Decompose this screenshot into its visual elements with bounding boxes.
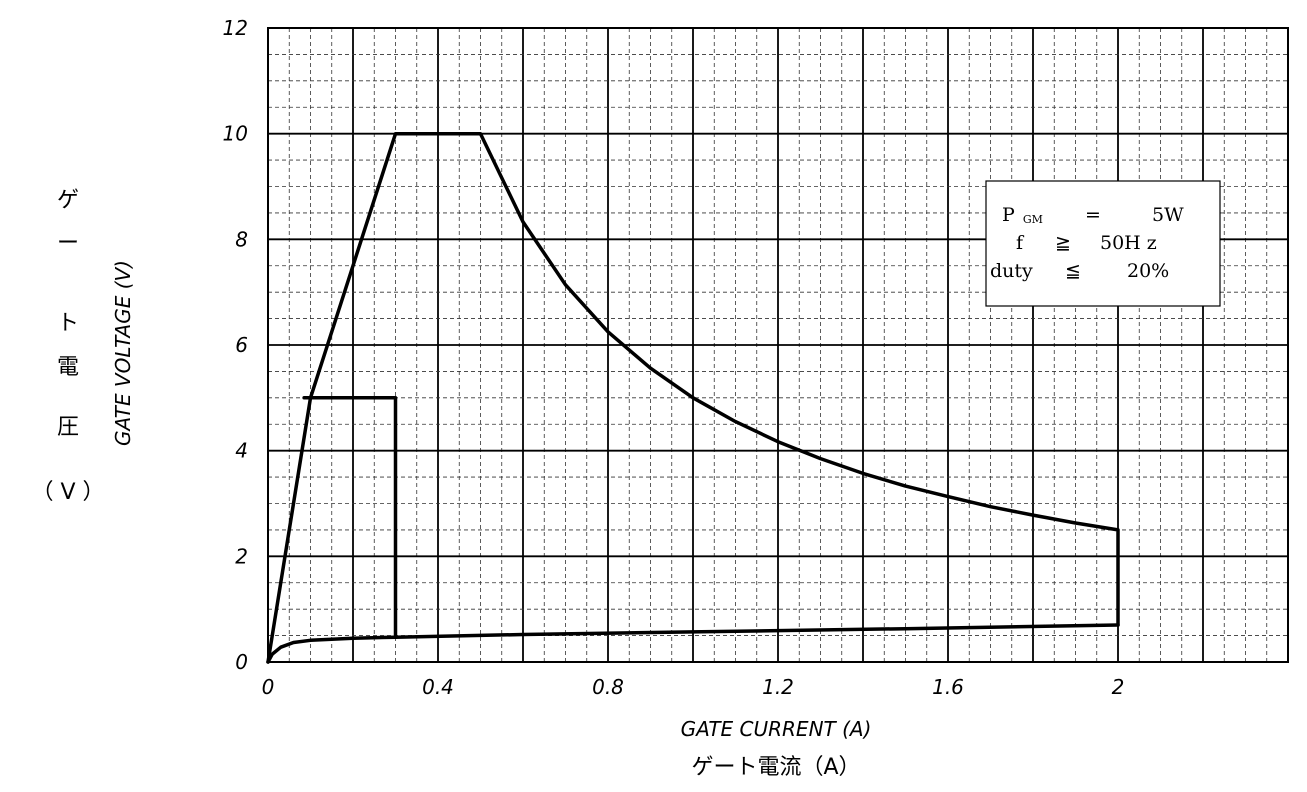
curve-2	[266, 623, 1120, 664]
y-tick-label: 12	[223, 16, 248, 40]
y-axis-title-jp: ゲ ー ト 電 圧 （ V ）	[31, 188, 104, 505]
x-tick-label: 1.6	[932, 675, 964, 699]
y-tick-label: 8	[235, 227, 248, 251]
y-tick-label: 10	[223, 122, 248, 146]
y-tick-labels: 0 2 4 6 8 10 12	[223, 16, 248, 674]
x-tick-label: 2	[1112, 675, 1125, 699]
y-tick-label: 0	[235, 650, 248, 674]
x-tick-label: 1.2	[762, 675, 794, 699]
y-axis-title-jp-char-1: ゲ	[57, 188, 79, 213]
y-tick-label: 2	[235, 544, 248, 568]
x-tick-labels: 0 0.4 0.8 1.2 1.6 2	[262, 675, 1125, 699]
x-tick-label: 0.8	[592, 675, 624, 699]
y-axis-title-jp-char-2: ー	[57, 231, 79, 256]
plot-border	[267, 27, 1289, 663]
x-tick-label: 0.4	[422, 675, 454, 699]
y-axis-title-jp-char-3: ト	[57, 311, 79, 336]
y-axis-title-jp-char-6: （ V ）	[31, 480, 104, 505]
y-tick-label: 4	[235, 439, 248, 463]
legend-line-3: duty ≦ 20%	[990, 260, 1169, 282]
curve-3	[302, 396, 398, 639]
legend-frame	[985, 180, 1221, 307]
x-axis-title-jp: ゲート電流（A）	[691, 755, 860, 780]
y-axis-title-jp-char-5: 圧	[57, 415, 79, 440]
legend-line-2: f ≧ 50H z	[1016, 232, 1157, 254]
curves	[266, 131, 1120, 664]
curve-1	[266, 131, 1120, 664]
y-axis-title: GATE VOLTAGE (V)	[111, 260, 135, 446]
x-tick-label: 0	[262, 675, 275, 699]
y-axis-title-jp-char-4: 電	[57, 355, 79, 380]
y-tick-label: 6	[235, 333, 248, 357]
legend-line-1: P GM = 5W	[1002, 204, 1184, 228]
x-axis-title: GATE CURRENT (A)	[681, 717, 872, 741]
legend-box: P GM = 5W f ≧ 50H z duty ≦ 20%	[985, 180, 1221, 307]
